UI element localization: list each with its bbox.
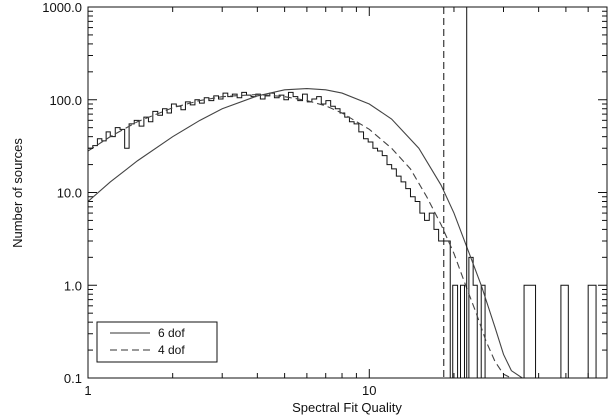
y-tick-label: 0.1: [64, 371, 82, 386]
legend: 6 dof 4 dof: [96, 321, 218, 363]
legend-label-4-dof: 4 dof: [158, 343, 185, 357]
x-axis-label: Spectral Fit Quality: [292, 400, 402, 415]
plot-marks: [88, 7, 597, 378]
histogram-steps: [88, 91, 597, 378]
y-tick-label: 1.0: [64, 278, 82, 293]
series-line-6-dof: [88, 88, 523, 378]
x-axis: 1 10: [84, 7, 608, 398]
y-axis-label: Number of sources: [10, 138, 25, 248]
y-tick-label: 100.0: [49, 93, 82, 108]
x-tick-label: 1: [84, 383, 91, 398]
legend-label-6-dof: 6 dof: [158, 326, 185, 340]
series-line-4-dof: [88, 93, 512, 378]
y-tick-label: 10.0: [57, 186, 82, 201]
x-tick-label: 10: [362, 383, 376, 398]
legend-box: [96, 321, 218, 363]
y-tick-label: 1000.0: [42, 0, 82, 15]
y-axis: 0.1 1.0 10.0 100.0 1000.0: [42, 0, 607, 386]
